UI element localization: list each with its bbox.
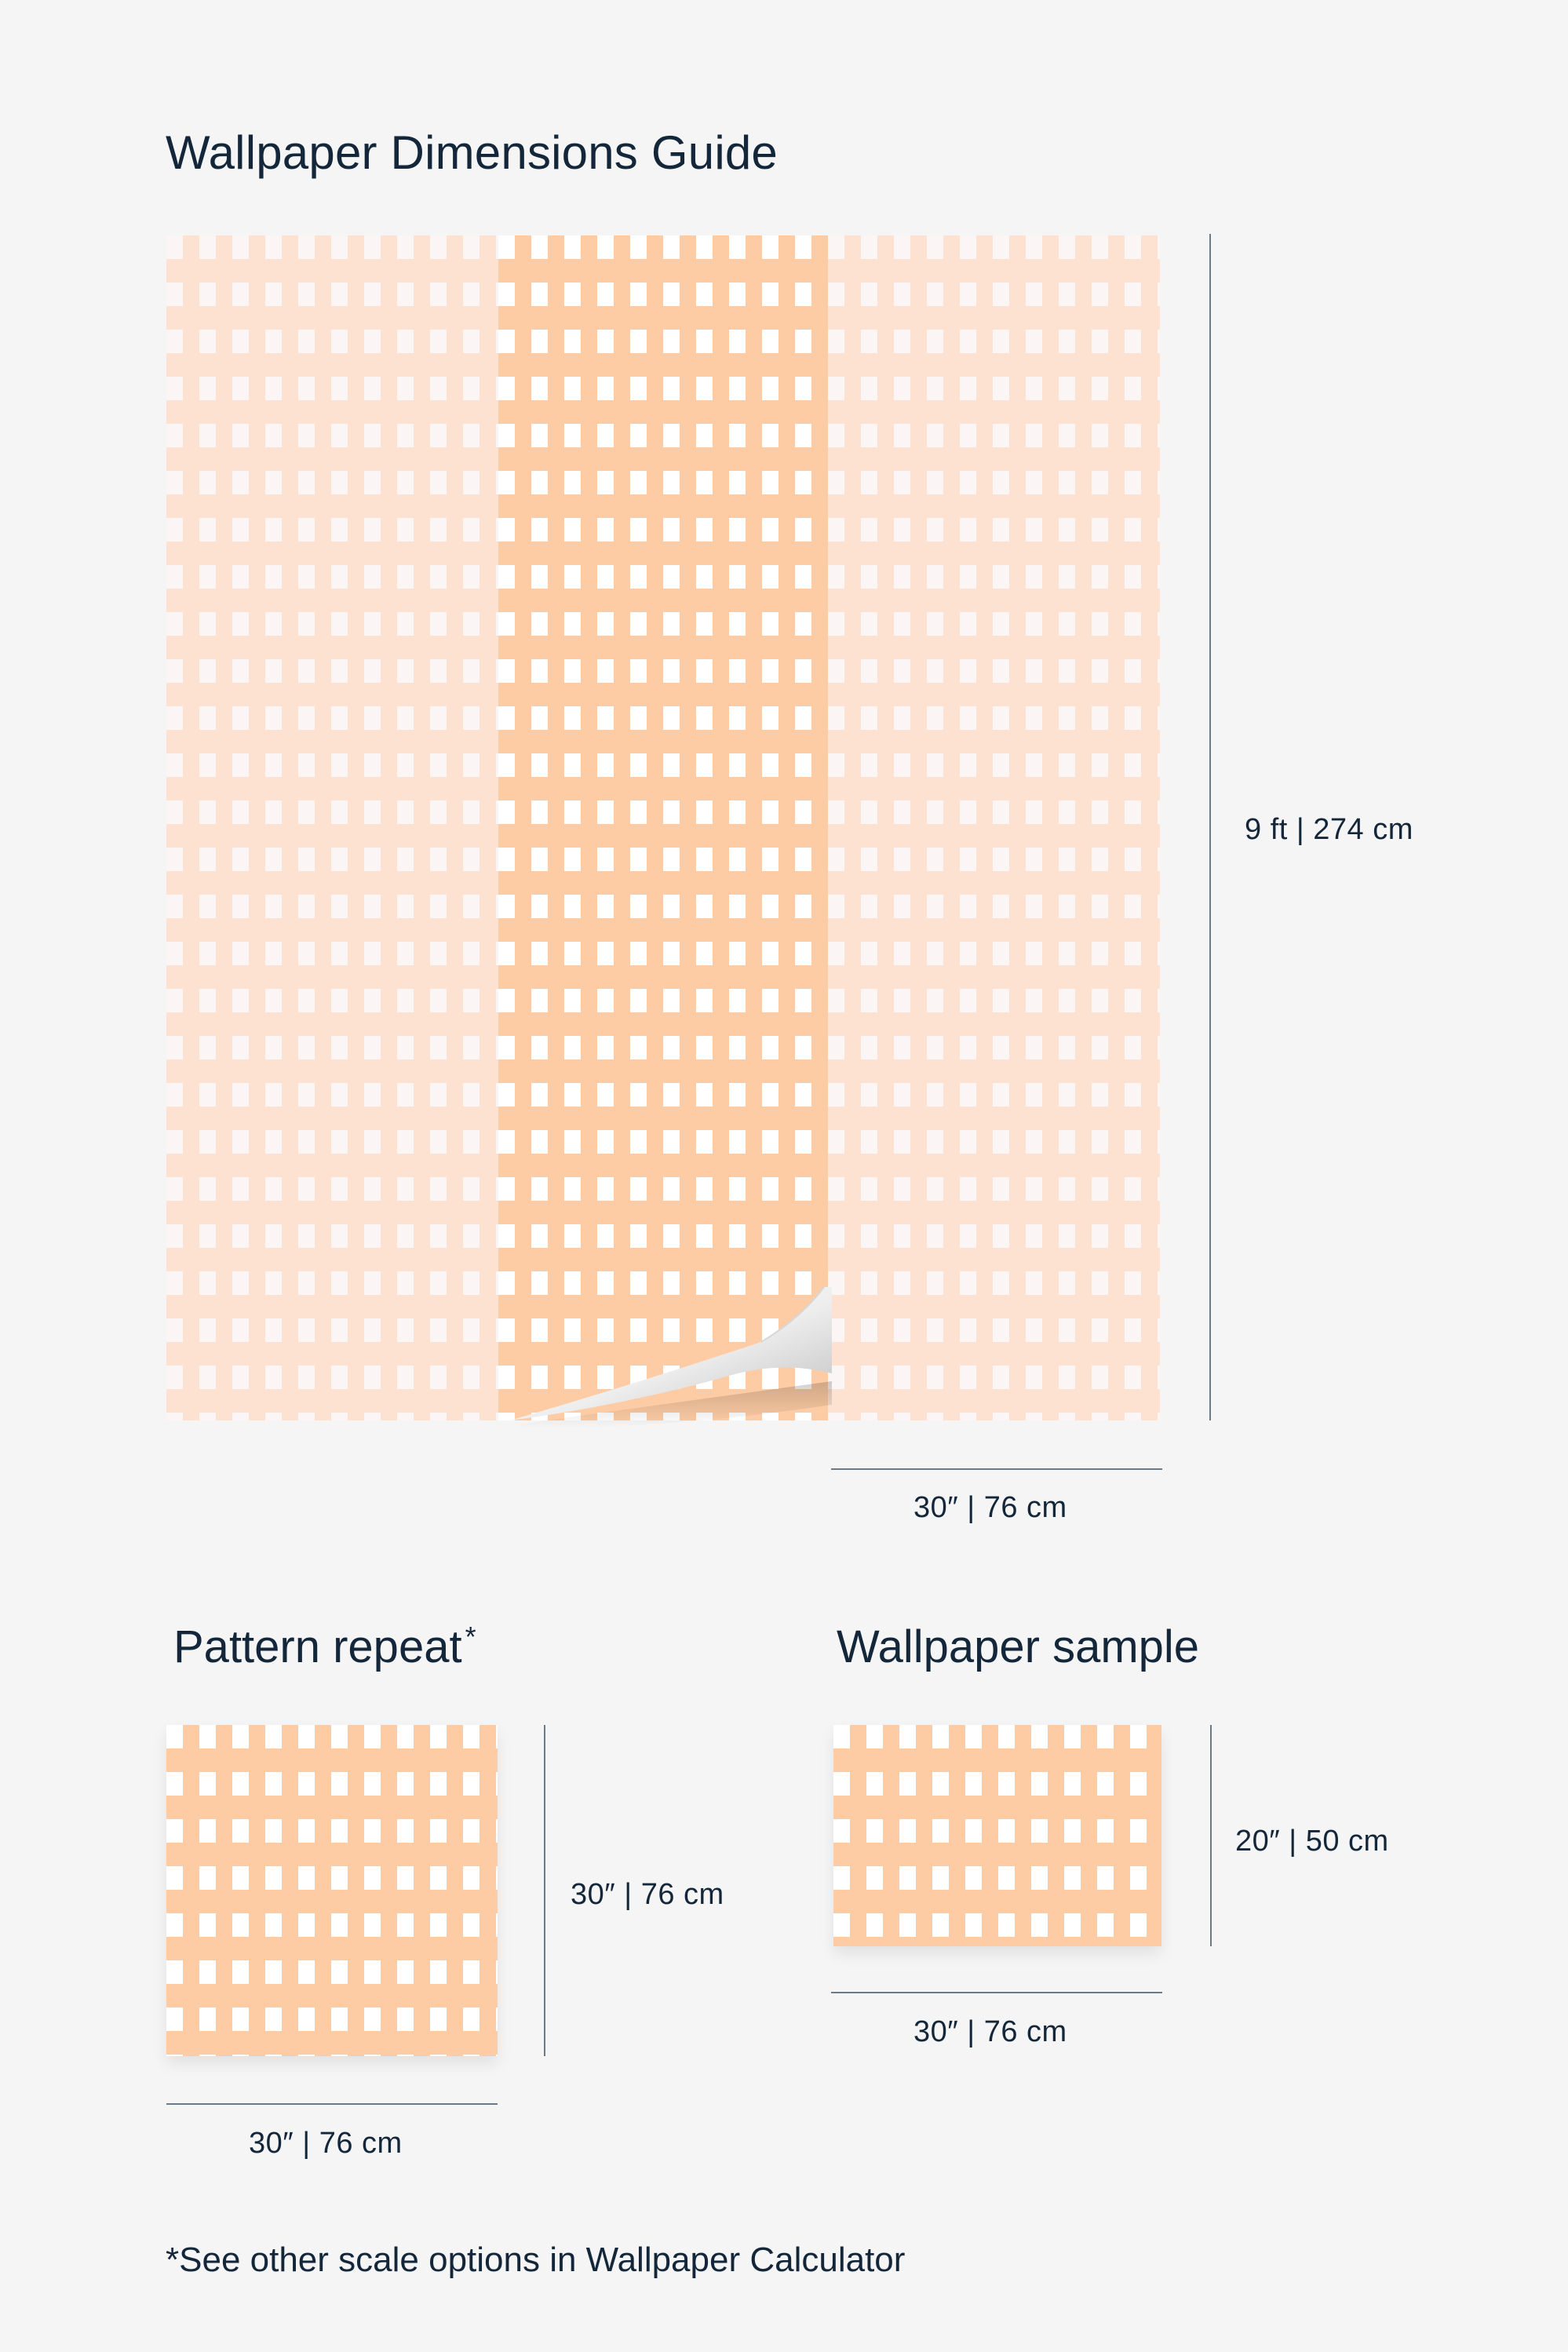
- width-label: 30″ | 76 cm: [913, 1491, 1067, 1524]
- wallpaper-sample-swatch: [833, 1725, 1161, 1946]
- height-label: 9 ft | 274 cm: [1245, 813, 1413, 846]
- width-guide-line: [831, 1468, 1162, 1470]
- pattern-repeat-width-label: 30″ | 76 cm: [249, 2127, 403, 2160]
- wallpaper-sample-title: Wallpaper sample: [837, 1621, 1200, 1672]
- pattern-repeat-title: Pattern repeat *: [173, 1621, 476, 1672]
- wallpaper-panel-left: [166, 235, 498, 1420]
- wallpaper-panel-right: [828, 235, 1160, 1420]
- wallpaper-sample-height-label: 20″ | 50 cm: [1235, 1825, 1389, 1858]
- wallpaper-sample-height-line: [1210, 1725, 1212, 1946]
- pattern-repeat-height-label: 30″ | 76 cm: [571, 1878, 724, 1911]
- wallpaper-sample-width-line: [831, 1992, 1162, 1993]
- peeling-corner-curl: [510, 1287, 832, 1428]
- height-guide-line: [1209, 234, 1211, 1420]
- pattern-repeat-width-line: [166, 2103, 498, 2105]
- page-title: Wallpaper Dimensions Guide: [166, 126, 778, 179]
- pattern-repeat-asterisk: *: [465, 1621, 476, 1653]
- wallpaper-sample-width-label: 30″ | 76 cm: [913, 2015, 1067, 2048]
- pattern-repeat-height-line: [544, 1725, 545, 2056]
- scale-options-footnote: *See other scale options in Wallpaper Ca…: [166, 2241, 906, 2279]
- wallpaper-preview: [166, 235, 1160, 1420]
- pattern-repeat-swatch: [166, 1725, 498, 2056]
- wallpaper-panel-center: [498, 235, 828, 1420]
